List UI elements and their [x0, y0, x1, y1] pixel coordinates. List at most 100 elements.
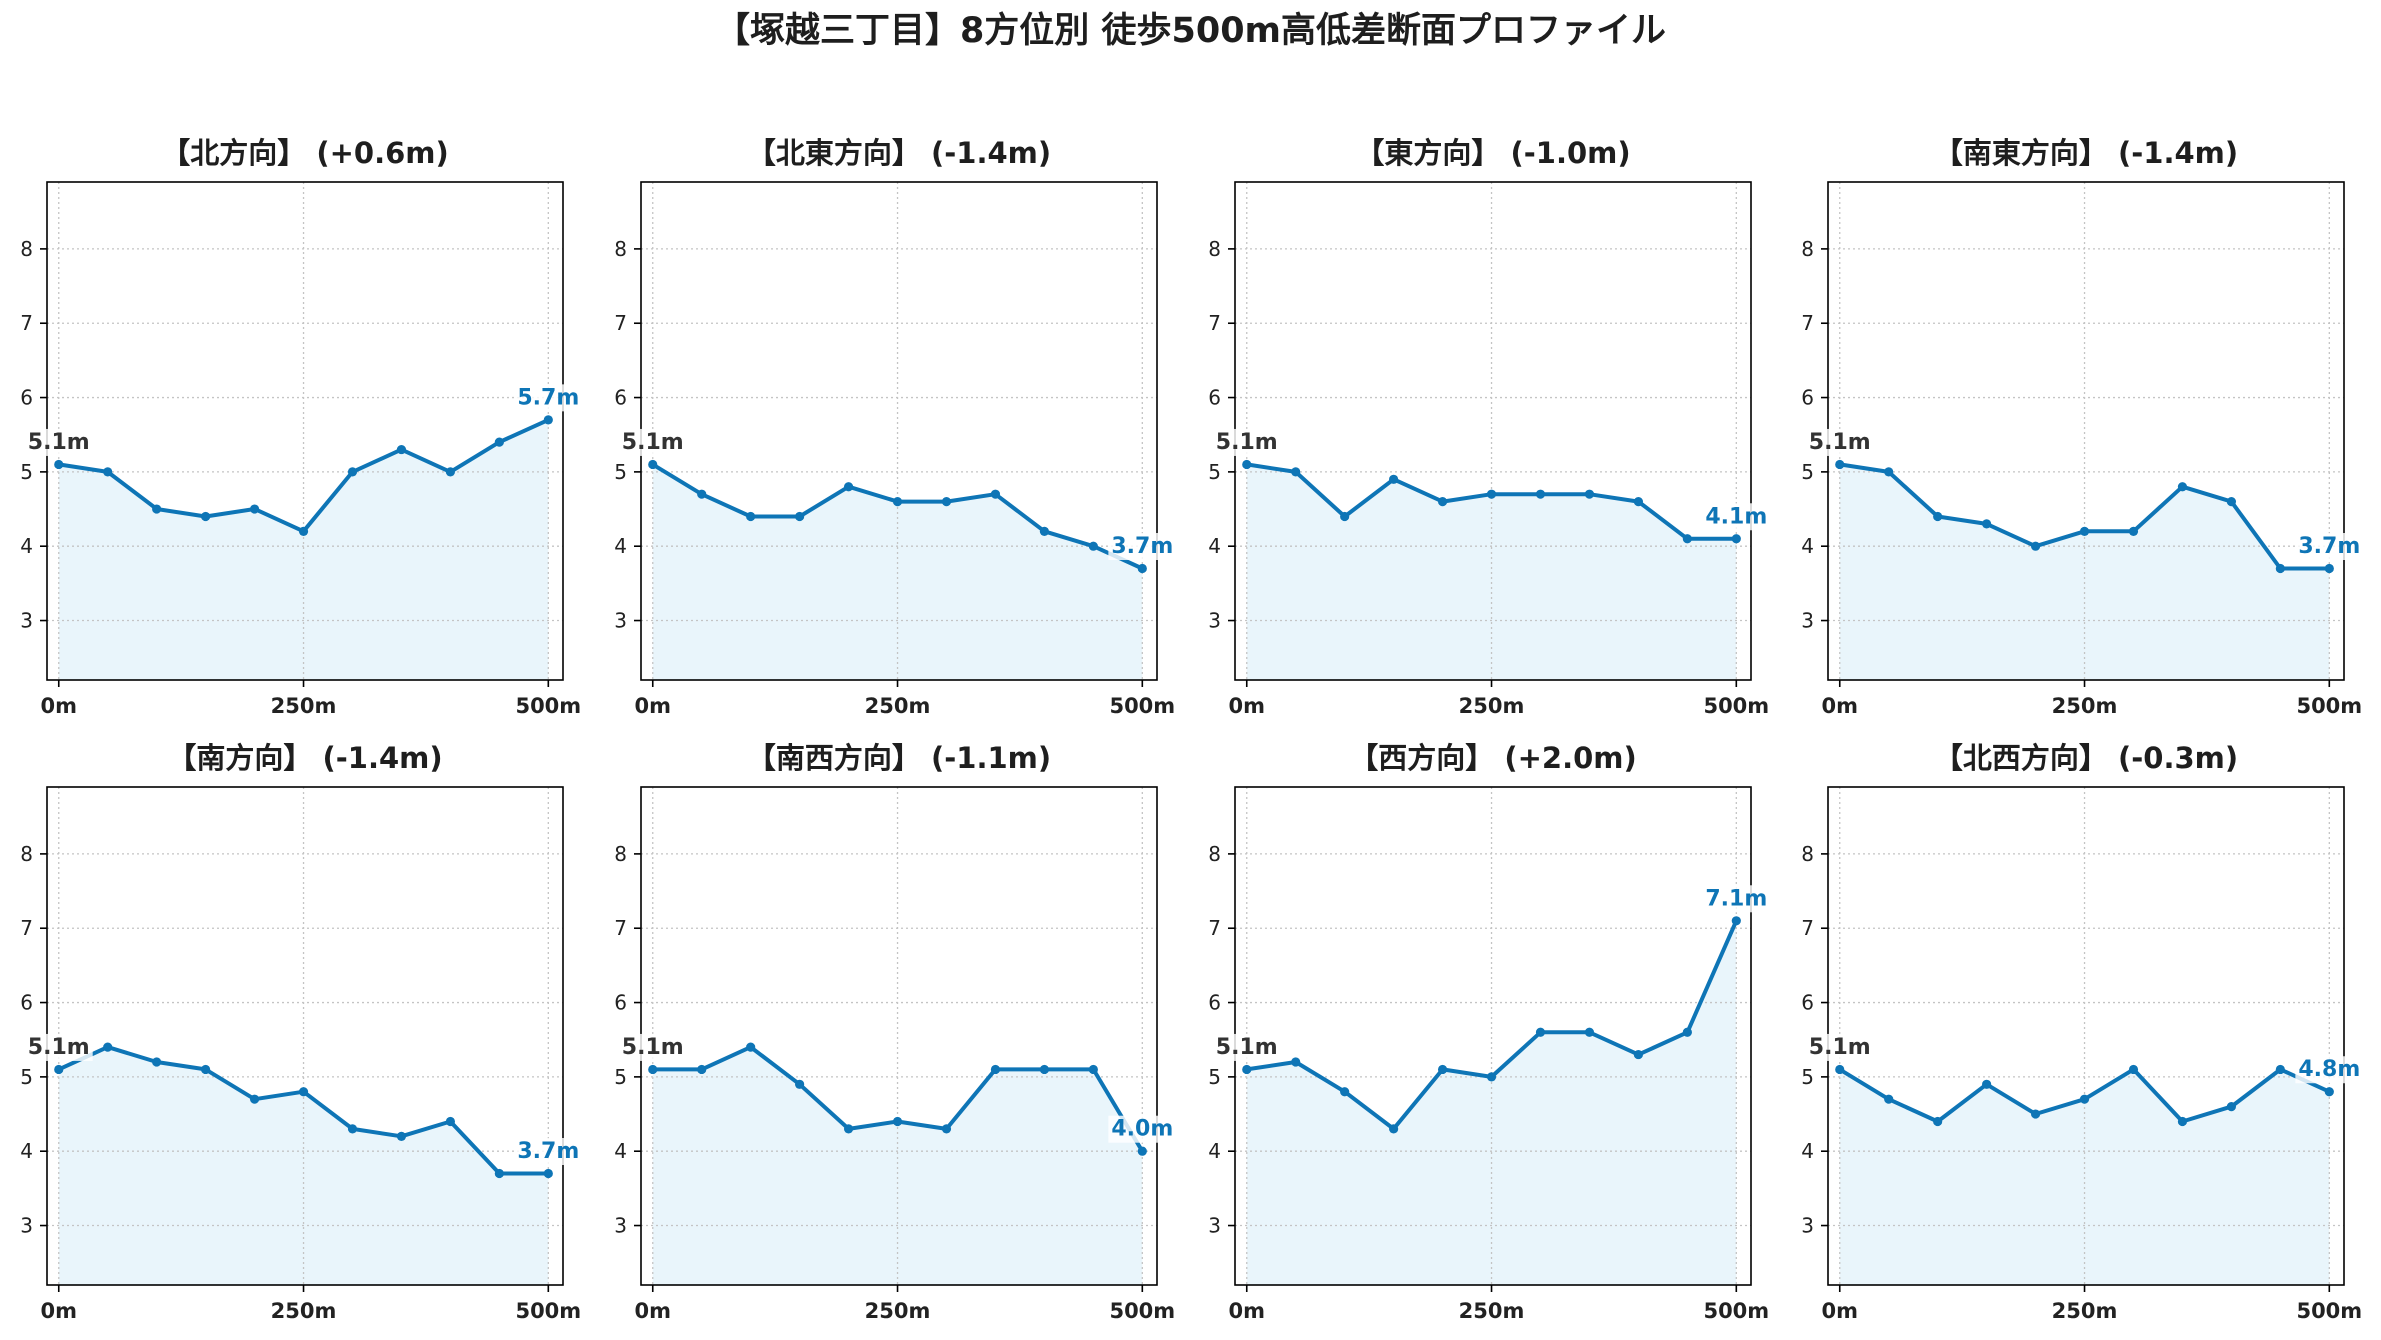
y-tick-label: 8 — [614, 842, 627, 866]
x-tick-label: 0m — [40, 1299, 77, 1323]
data-point — [2177, 482, 2188, 492]
y-tick-label: 8 — [20, 842, 33, 866]
data-point — [1835, 459, 1845, 470]
data-point — [941, 1124, 952, 1134]
y-tick-label: 4 — [614, 1139, 627, 1163]
data-point — [1039, 1064, 1050, 1075]
end-label: 4.8m — [2298, 1057, 2360, 1082]
data-point — [1535, 1027, 1546, 1037]
data-point — [2275, 1064, 2285, 1075]
x-tick-label: 500m — [1109, 694, 1175, 718]
data-point — [843, 482, 854, 492]
y-tick-label: 6 — [1801, 386, 1814, 410]
label-background — [1108, 1115, 1177, 1143]
x-tick-label: 0m — [1821, 1299, 1858, 1323]
data-point — [54, 459, 64, 470]
data-point — [2226, 497, 2237, 507]
panel-title: 【南方向】 (-1.4m) — [167, 741, 442, 775]
area-fill — [58, 1047, 549, 1285]
label-background — [1805, 428, 1874, 456]
x-tick-label: 500m — [515, 694, 581, 718]
y-tick-label: 6 — [614, 991, 627, 1015]
y-tick-label: 6 — [1801, 991, 1814, 1015]
x-tick-label: 500m — [1703, 694, 1769, 718]
data-point — [298, 1087, 309, 1097]
panels-grid: 【北方向】 (+0.6m) 3 4 5 6 7 8 0m 250m 500m 5.1m 5.7m 【北東… — [20, 136, 2364, 1323]
data-point — [494, 437, 504, 447]
start-label: 5.1m — [1809, 1035, 1871, 1060]
x-tick-label: 0m — [634, 1299, 671, 1323]
end-label: 3.7m — [1111, 534, 1173, 559]
y-tick-label: 8 — [1208, 842, 1221, 866]
y-tick-label: 4 — [20, 1139, 33, 1163]
data-point — [1633, 497, 1644, 507]
data-point — [2079, 526, 2090, 536]
start-label: 5.1m — [1216, 430, 1278, 455]
data-point — [396, 444, 407, 455]
data-point — [1242, 459, 1252, 470]
y-tick-label: 5 — [20, 460, 33, 484]
start-label-group: 5.1m — [1212, 428, 1281, 456]
data-point — [1933, 511, 1943, 522]
panel-title: 【南西方向】 (-1.1m) — [747, 741, 1051, 775]
data-point — [152, 1057, 162, 1067]
data-point — [1682, 1027, 1692, 1037]
data-point — [1088, 541, 1098, 551]
end-label: 4.0m — [1111, 1117, 1173, 1142]
x-tick-label: 500m — [1703, 1299, 1769, 1323]
data-point — [1486, 1072, 1497, 1082]
panel-east: 【東方向】 (-1.0m) 3 4 5 6 7 8 0m 250m 500m 5.1m 4.1m — [1208, 136, 1771, 718]
x-tick-label: 0m — [40, 694, 77, 718]
y-tick-label: 7 — [1801, 311, 1814, 335]
data-point — [1389, 474, 1399, 484]
data-point — [795, 511, 805, 522]
y-tick-label: 6 — [614, 386, 627, 410]
data-point — [892, 497, 903, 507]
label-background — [2295, 1056, 2364, 1084]
panel-west: 【西方向】 (+2.0m) 3 4 5 6 7 8 0m 250m 500m 5.1m 7.1m — [1208, 741, 1771, 1323]
data-point — [1088, 1064, 1098, 1075]
x-tick-label: 500m — [2296, 694, 2362, 718]
y-tick-label: 3 — [20, 1214, 33, 1238]
end-label-group: 4.8m — [2295, 1056, 2364, 1084]
end-label-group: 3.7m — [2295, 533, 2364, 561]
y-tick-label: 8 — [1801, 842, 1814, 866]
data-point — [697, 489, 707, 499]
data-point — [2226, 1102, 2237, 1112]
y-tick-label: 4 — [1801, 1139, 1814, 1163]
end-label: 7.1m — [1705, 886, 1767, 911]
y-tick-label: 3 — [1208, 609, 1221, 633]
y-tick-label: 6 — [20, 991, 33, 1015]
end-label: 3.7m — [517, 1139, 579, 1164]
panel-northeast: 【北東方向】 (-1.4m) 3 4 5 6 7 8 0m 250m 500m 5.1m 3.7m — [614, 136, 1177, 718]
y-tick-label: 3 — [20, 609, 33, 633]
data-point — [543, 1168, 553, 1179]
data-point — [1242, 1064, 1252, 1075]
panel-title: 【北東方向】 (-1.4m) — [747, 136, 1051, 170]
start-label-group: 5.1m — [618, 428, 687, 456]
start-label-group: 5.1m — [618, 1033, 687, 1061]
end-label: 4.1m — [1705, 504, 1767, 529]
data-point — [648, 1064, 658, 1075]
y-tick-label: 4 — [614, 534, 627, 558]
data-point — [1437, 497, 1448, 507]
data-point — [445, 1116, 456, 1127]
data-point — [2128, 1064, 2139, 1075]
data-point — [648, 459, 658, 470]
y-tick-label: 5 — [614, 460, 627, 484]
panel-southeast: 【南東方向】 (-1.4m) 3 4 5 6 7 8 0m 250m 500m 5.1m 3.7m — [1801, 136, 2364, 718]
start-label: 5.1m — [28, 1035, 90, 1060]
data-point — [1835, 1064, 1845, 1075]
data-point — [1884, 467, 1894, 477]
data-point — [2079, 1094, 2090, 1104]
panel-title: 【東方向】 (-1.0m) — [1355, 136, 1630, 170]
data-point — [249, 1094, 260, 1104]
data-point — [54, 1064, 64, 1075]
y-tick-label: 6 — [20, 386, 33, 410]
label-background — [1702, 885, 1771, 913]
data-point — [1884, 1094, 1894, 1104]
data-point — [2324, 1087, 2334, 1097]
label-background — [1702, 503, 1771, 531]
label-background — [618, 1033, 687, 1061]
x-tick-label: 500m — [515, 1299, 581, 1323]
